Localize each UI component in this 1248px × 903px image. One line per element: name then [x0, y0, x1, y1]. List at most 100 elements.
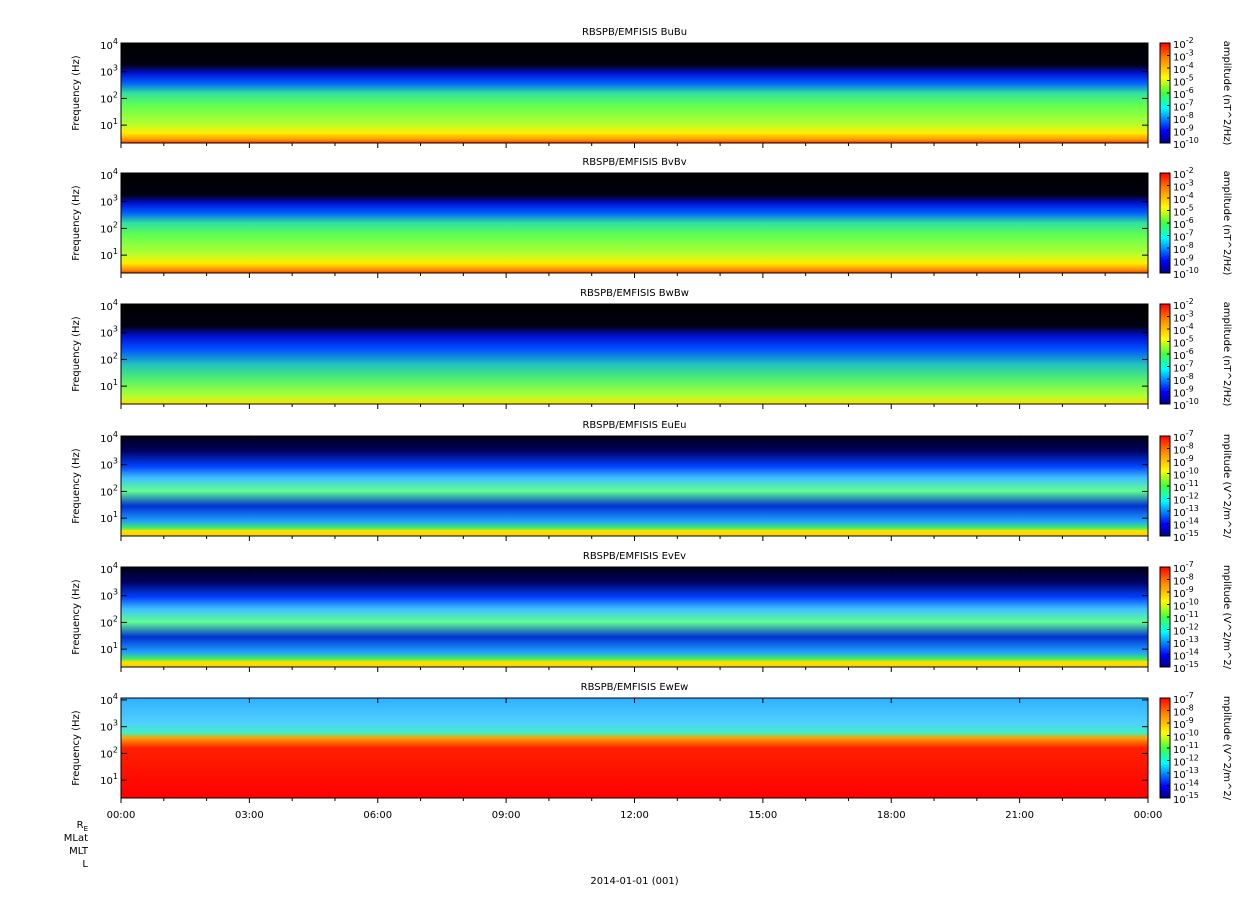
colorbar-tick-label-base: 10 — [1173, 90, 1186, 101]
y-tick-label: 101 — [100, 641, 118, 656]
y-axis-label: Frequency (Hz) — [71, 579, 82, 655]
colorbar-tick-label-exp: -12 — [1186, 754, 1199, 763]
colorbar-tick-label: 10-9 — [1173, 454, 1194, 469]
colorbar-tick-label-base: 10 — [1173, 376, 1186, 387]
y-tick-label-base: 10 — [100, 565, 113, 576]
colorbar-label: amplitude (nT^2/Hz) — [1221, 302, 1232, 407]
colorbar-tick-label-base: 10 — [1173, 577, 1186, 588]
x-tick-label: 15:00 — [748, 810, 777, 821]
colorbar-tick-label-exp: -6 — [1186, 347, 1194, 356]
colorbar-tick-label-base: 10 — [1173, 614, 1186, 625]
colorbar-tick-label: 10-11 — [1173, 610, 1199, 625]
colorbar-tick-label: 10-7 — [1173, 560, 1194, 575]
colorbar-tick-label-base: 10 — [1173, 78, 1186, 89]
y-tick-label-base: 10 — [100, 723, 113, 734]
colorbar-tick-label: 10-9 — [1173, 385, 1194, 400]
colorbar-tick-label: 10-4 — [1173, 322, 1194, 337]
x-tick-label: 09:00 — [492, 810, 521, 821]
x-tick-label: 18:00 — [877, 810, 906, 821]
colorbar-tick-label: 10-9 — [1173, 716, 1194, 731]
y-tick-label-exp: 1 — [113, 247, 118, 256]
colorbar-tick-label-base: 10 — [1173, 195, 1186, 206]
colorbar-tick-label: 10-13 — [1173, 766, 1199, 781]
colorbar-tick-label-base: 10 — [1173, 339, 1186, 350]
colorbar-tick-label-base: 10 — [1173, 521, 1186, 532]
y-tick-label: 104 — [100, 430, 118, 445]
y-tick-label: 101 — [100, 772, 118, 787]
colorbar-tick-label-exp: -12 — [1186, 623, 1199, 632]
y-tick-label: 102 — [100, 745, 118, 760]
y-tick-label-base: 10 — [100, 461, 113, 472]
y-tick-label-base: 10 — [100, 749, 113, 760]
y-tick-label-exp: 4 — [113, 692, 118, 701]
y-tick-label-base: 10 — [100, 355, 113, 366]
colorbar-tick-label: 10-10 — [1173, 467, 1199, 482]
y-tick-label-base: 10 — [100, 696, 113, 707]
y-tick-label-exp: 3 — [113, 719, 118, 728]
colorbar-tick-label: 10-10 — [1173, 598, 1199, 613]
y-tick-label-exp: 2 — [113, 745, 118, 754]
y-tick-label-base: 10 — [100, 121, 113, 132]
colorbar-tick-label: 10-8 — [1173, 241, 1194, 256]
y-tick-label: 103 — [100, 588, 118, 603]
panel-title: RBSPB/EMFISIS EuEu — [582, 420, 686, 431]
colorbar-tick-label-base: 10 — [1173, 708, 1186, 719]
colorbar-tick-label: 10-6 — [1173, 216, 1194, 231]
y-tick-label-base: 10 — [100, 198, 113, 209]
y-axis-label: Frequency (Hz) — [71, 316, 82, 392]
y-tick-label-exp: 4 — [113, 561, 118, 570]
y-axis-label: Frequency (Hz) — [71, 185, 82, 261]
y-tick-label-base: 10 — [100, 618, 113, 629]
colorbar-tick-label: 10-9 — [1173, 124, 1194, 139]
y-tick-label-base: 10 — [100, 251, 113, 262]
colorbar-tick-label-base: 10 — [1173, 564, 1186, 575]
colorbar-tick-label-exp: -14 — [1186, 648, 1199, 657]
colorbar-tick-label: 10-2 — [1173, 36, 1194, 51]
colorbar-tick-label-exp: -7 — [1186, 560, 1194, 569]
y-tick-label: 103 — [100, 64, 118, 79]
y-tick-label: 102 — [100, 483, 118, 498]
y-tick-label-exp: 4 — [113, 167, 118, 176]
colorbar-tick-label-base: 10 — [1173, 745, 1186, 756]
spectrogram-image — [121, 436, 1148, 536]
ephemeris-text: L — [82, 859, 88, 870]
colorbar-tick-label-exp: -10 — [1186, 266, 1199, 275]
colorbar-tick-label-base: 10 — [1173, 795, 1186, 806]
spectrogram-image — [121, 173, 1148, 273]
colorbar-tick-label-exp: -15 — [1186, 791, 1199, 800]
y-tick-label: 104 — [100, 37, 118, 52]
colorbar-label: mplitude (V^2/m^2/ — [1221, 696, 1232, 801]
colorbar-label: amplitude (nT^2/Hz) — [1221, 41, 1232, 146]
colorbar-tick-label: 10-6 — [1173, 86, 1194, 101]
y-tick-label-exp: 3 — [113, 325, 118, 334]
colorbar-tick-label: 10-8 — [1173, 704, 1194, 719]
y-tick-label: 103 — [100, 719, 118, 734]
y-tick-label-base: 10 — [100, 68, 113, 79]
colorbar-tick-label-exp: -11 — [1186, 741, 1199, 750]
colorbar-tick-label-exp: -10 — [1186, 136, 1199, 145]
ephemeris-label: L — [82, 859, 88, 870]
colorbar-tick-label-exp: -9 — [1186, 454, 1194, 463]
colorbar-tick-label-exp: -5 — [1186, 74, 1194, 83]
ephemeris-label: MLat — [64, 833, 88, 844]
colorbar-tick-label-base: 10 — [1173, 652, 1186, 663]
spectrogram-image — [121, 698, 1148, 798]
y-tick-label-base: 10 — [100, 41, 113, 52]
colorbar-tick-label: 10-8 — [1173, 442, 1194, 457]
colorbar-tick-label-base: 10 — [1173, 220, 1186, 231]
panel-title: RBSPB/EMFISIS BuBu — [582, 27, 687, 38]
y-tick-label: 102 — [100, 220, 118, 235]
colorbar-tick-label: 10-2 — [1173, 297, 1194, 312]
colorbar-tick-label: 10-2 — [1173, 166, 1194, 181]
y-tick-label: 104 — [100, 561, 118, 576]
colorbar-tick-label: 10-14 — [1173, 648, 1199, 663]
colorbar-tick-label: 10-10 — [1173, 266, 1199, 281]
colorbar-tick-label-base: 10 — [1173, 233, 1186, 244]
y-tick-label-base: 10 — [100, 382, 113, 393]
y-tick-label: 104 — [100, 298, 118, 313]
colorbar-tick-label-base: 10 — [1173, 128, 1186, 139]
colorbar-tick-label-exp: -13 — [1186, 504, 1199, 513]
